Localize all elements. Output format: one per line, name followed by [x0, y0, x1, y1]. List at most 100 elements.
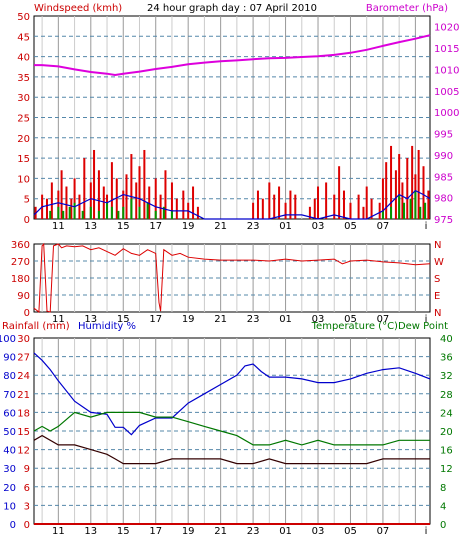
windspeed-tick-label: 10 [17, 174, 30, 185]
windspeed-tick-label: 25 [17, 114, 30, 125]
compass-tick-label: E [434, 291, 440, 302]
rainfall-tick-label: 30 [17, 334, 30, 345]
windspeed-bar [422, 166, 425, 219]
compass-tick-label: S [434, 274, 440, 285]
windspeed-bar [349, 202, 352, 219]
rainfall-tick-label: 27 [17, 353, 30, 364]
rainfall-tick-label: 12 [17, 446, 30, 457]
rainfall-tick-label: 0 [24, 520, 30, 531]
temperature-tick-label: 20 [440, 427, 453, 438]
time-tick-label: 23 [247, 221, 260, 232]
windspeed-tick-label: 35 [17, 73, 30, 84]
time-tick-label: 03 [312, 314, 325, 325]
humidity-tick-label: 10 [3, 501, 16, 512]
barometer-tick-label: 1005 [434, 87, 459, 98]
humidity-tick-label: 80 [3, 371, 16, 382]
windspeed-bar [417, 149, 420, 219]
time-tick-label: 17 [149, 526, 162, 537]
gust-bar [154, 210, 157, 219]
rainfall-tick-label: 3 [24, 501, 30, 512]
windspeed-bar [50, 182, 53, 219]
humidity-tick-label: 0 [10, 520, 16, 531]
barometer-axis-label: Barometer (hPa) [366, 3, 448, 14]
windspeed-bar [411, 145, 414, 219]
time-tick-label: 01 [279, 221, 292, 232]
temperature-tick-label: 32 [440, 371, 453, 382]
windspeed-bar [182, 190, 185, 219]
time-tick-label: 21 [214, 314, 227, 325]
windspeed-bar [381, 178, 384, 219]
barometer-tick-label: 980 [434, 194, 453, 205]
windspeed-bar [89, 182, 92, 219]
temperature-tick-label: 36 [440, 353, 453, 364]
windspeed-bar [317, 186, 320, 219]
windspeed-bar [83, 158, 86, 219]
time-tick-label: 01 [279, 314, 292, 325]
barometer-tick-label: 1010 [434, 65, 459, 76]
temperature-line [33, 411, 430, 446]
windspeed-bar [196, 206, 199, 219]
windspeed-bar [256, 190, 259, 219]
windspeed-tick-label: 20 [17, 134, 30, 145]
time-tick-label: 05 [344, 221, 357, 232]
time-tick-end: i [425, 526, 428, 537]
gust-bar [162, 206, 165, 219]
windspeed-bar [333, 194, 336, 219]
barometer-tick-label: 985 [434, 172, 453, 183]
gust-bar [68, 206, 71, 219]
time-tick-label: 11 [52, 314, 65, 325]
windspeed-bar [138, 166, 141, 219]
windspeed-bar [143, 149, 146, 219]
rainfall-axis-label: Rainfall (mm) [2, 321, 70, 332]
humidity-line [33, 352, 431, 436]
humidity-tick-label: 40 [3, 446, 16, 457]
direction-tick-label: 360 [11, 240, 30, 251]
time-tick-label: 13 [84, 314, 97, 325]
gust-bar [117, 210, 120, 219]
direction-tick-label: 180 [11, 274, 30, 285]
windspeed-bar [93, 149, 96, 219]
temperature-tick-label: 8 [440, 483, 446, 494]
barometer-tick-label: 990 [434, 151, 453, 162]
windspeed-bar [294, 194, 297, 219]
direction-tick-label: 90 [17, 291, 30, 302]
time-tick-label: 23 [247, 314, 260, 325]
chart-title: 24 hour graph day : 07 April 2010 [147, 3, 317, 14]
gust-bar [57, 206, 60, 219]
humidity-axis-label: Humidity % [78, 321, 136, 332]
windspeed-tick-label: 15 [17, 154, 30, 165]
windspeed-bar [325, 182, 328, 219]
windspeed-bar [192, 186, 195, 219]
gust-bar [89, 206, 92, 219]
windspeed-bar [102, 186, 105, 219]
windspeed-bar [252, 202, 255, 219]
time-tick-label: 03 [312, 221, 325, 232]
direction-tick-label: 270 [11, 257, 30, 268]
humidity-tick-label: 70 [3, 390, 16, 401]
time-tick-label: 05 [344, 526, 357, 537]
time-tick-label: 15 [117, 526, 130, 537]
gust-bar [73, 202, 76, 219]
windspeed-axis-label: Windspeed (kmh) [34, 3, 122, 14]
time-tick-end: i [425, 314, 428, 325]
windspeed-bar [362, 206, 365, 219]
windspeed-bar [261, 198, 264, 219]
time-tick-label: 13 [84, 526, 97, 537]
rainfall-tick-label: 24 [17, 371, 30, 382]
time-tick-label: 15 [117, 221, 130, 232]
time-tick-label: 05 [344, 314, 357, 325]
windspeed-bar [289, 190, 292, 219]
gust-bar [106, 202, 109, 219]
windspeed-bar [73, 178, 76, 219]
windspeed-bar [342, 190, 345, 219]
temperature-tick-label: 4 [440, 501, 446, 512]
temperature-tick-label: 0 [440, 520, 446, 531]
windspeed-bar [164, 170, 167, 219]
windspeed-bar [170, 182, 173, 219]
gust-bar [122, 206, 125, 219]
windspeed-bar [97, 170, 100, 219]
windspeed-bar [159, 194, 162, 219]
time-tick-label: 15 [117, 314, 130, 325]
